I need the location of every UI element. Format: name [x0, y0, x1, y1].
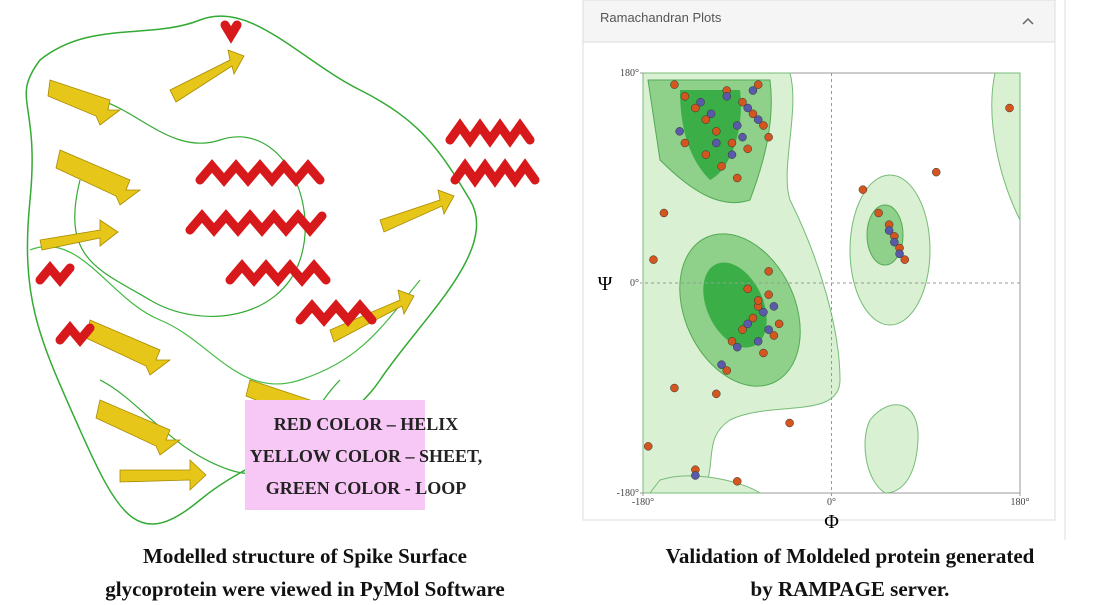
point [733, 477, 741, 485]
point [859, 186, 867, 194]
point [932, 168, 940, 176]
point [660, 209, 668, 217]
point [885, 227, 893, 235]
point [754, 116, 762, 124]
point [691, 472, 699, 480]
point [676, 127, 684, 135]
point [1006, 104, 1014, 112]
point [670, 384, 678, 392]
point [765, 326, 773, 334]
point [744, 320, 752, 328]
figure: RED COLOR – HELIX YELLOW COLOR – SHEET, … [0, 0, 1097, 605]
page: RED COLOR – HELIX YELLOW COLOR – SHEET, … [0, 0, 1097, 605]
point [723, 92, 731, 100]
y-axis-label: Ψ [598, 273, 613, 295]
point [733, 174, 741, 182]
x-tick-label: 0° [827, 497, 836, 508]
y-tick-label: -180° [617, 488, 639, 499]
point [775, 320, 783, 328]
point [749, 87, 757, 95]
point [712, 139, 720, 147]
y-tick-label: 0° [630, 278, 639, 289]
point [697, 98, 705, 106]
caption: by RAMPAGE server. [751, 577, 950, 601]
point [875, 209, 883, 217]
point [738, 133, 746, 141]
point [733, 122, 741, 130]
point [744, 145, 752, 153]
point [754, 337, 762, 345]
point [712, 127, 720, 135]
point [765, 133, 773, 141]
caption: Validation of Moldeled protein generated [666, 544, 1035, 568]
point [707, 110, 715, 118]
point [712, 390, 720, 398]
y-tick-label: 180° [620, 68, 639, 79]
point [786, 419, 794, 427]
point [759, 308, 767, 316]
point [681, 92, 689, 100]
point [744, 285, 752, 293]
point [754, 297, 762, 305]
point [702, 151, 710, 159]
point [670, 81, 678, 89]
point [644, 442, 652, 450]
point [718, 162, 726, 170]
point [728, 139, 736, 147]
point [890, 238, 898, 246]
legend-text: YELLOW COLOR – SHEET, [250, 446, 482, 466]
point [896, 250, 904, 258]
x-tick-label: 180° [1011, 497, 1030, 508]
point [765, 291, 773, 299]
point [744, 104, 752, 112]
x-axis-label: Φ [824, 511, 839, 533]
legend-text: GREEN COLOR - LOOP [266, 478, 467, 498]
point [728, 151, 736, 159]
point [718, 361, 726, 369]
caption: glycoprotein were viewed in PyMol Softwa… [105, 577, 505, 601]
point [759, 349, 767, 357]
point [649, 256, 657, 264]
legend-text: RED COLOR – HELIX [274, 414, 459, 434]
point [681, 139, 689, 147]
point [733, 343, 741, 351]
point [765, 267, 773, 275]
point [770, 302, 778, 310]
caption: Modelled structure of Spike Surface [143, 544, 467, 568]
panel-title: Ramachandran Plots [600, 10, 722, 25]
